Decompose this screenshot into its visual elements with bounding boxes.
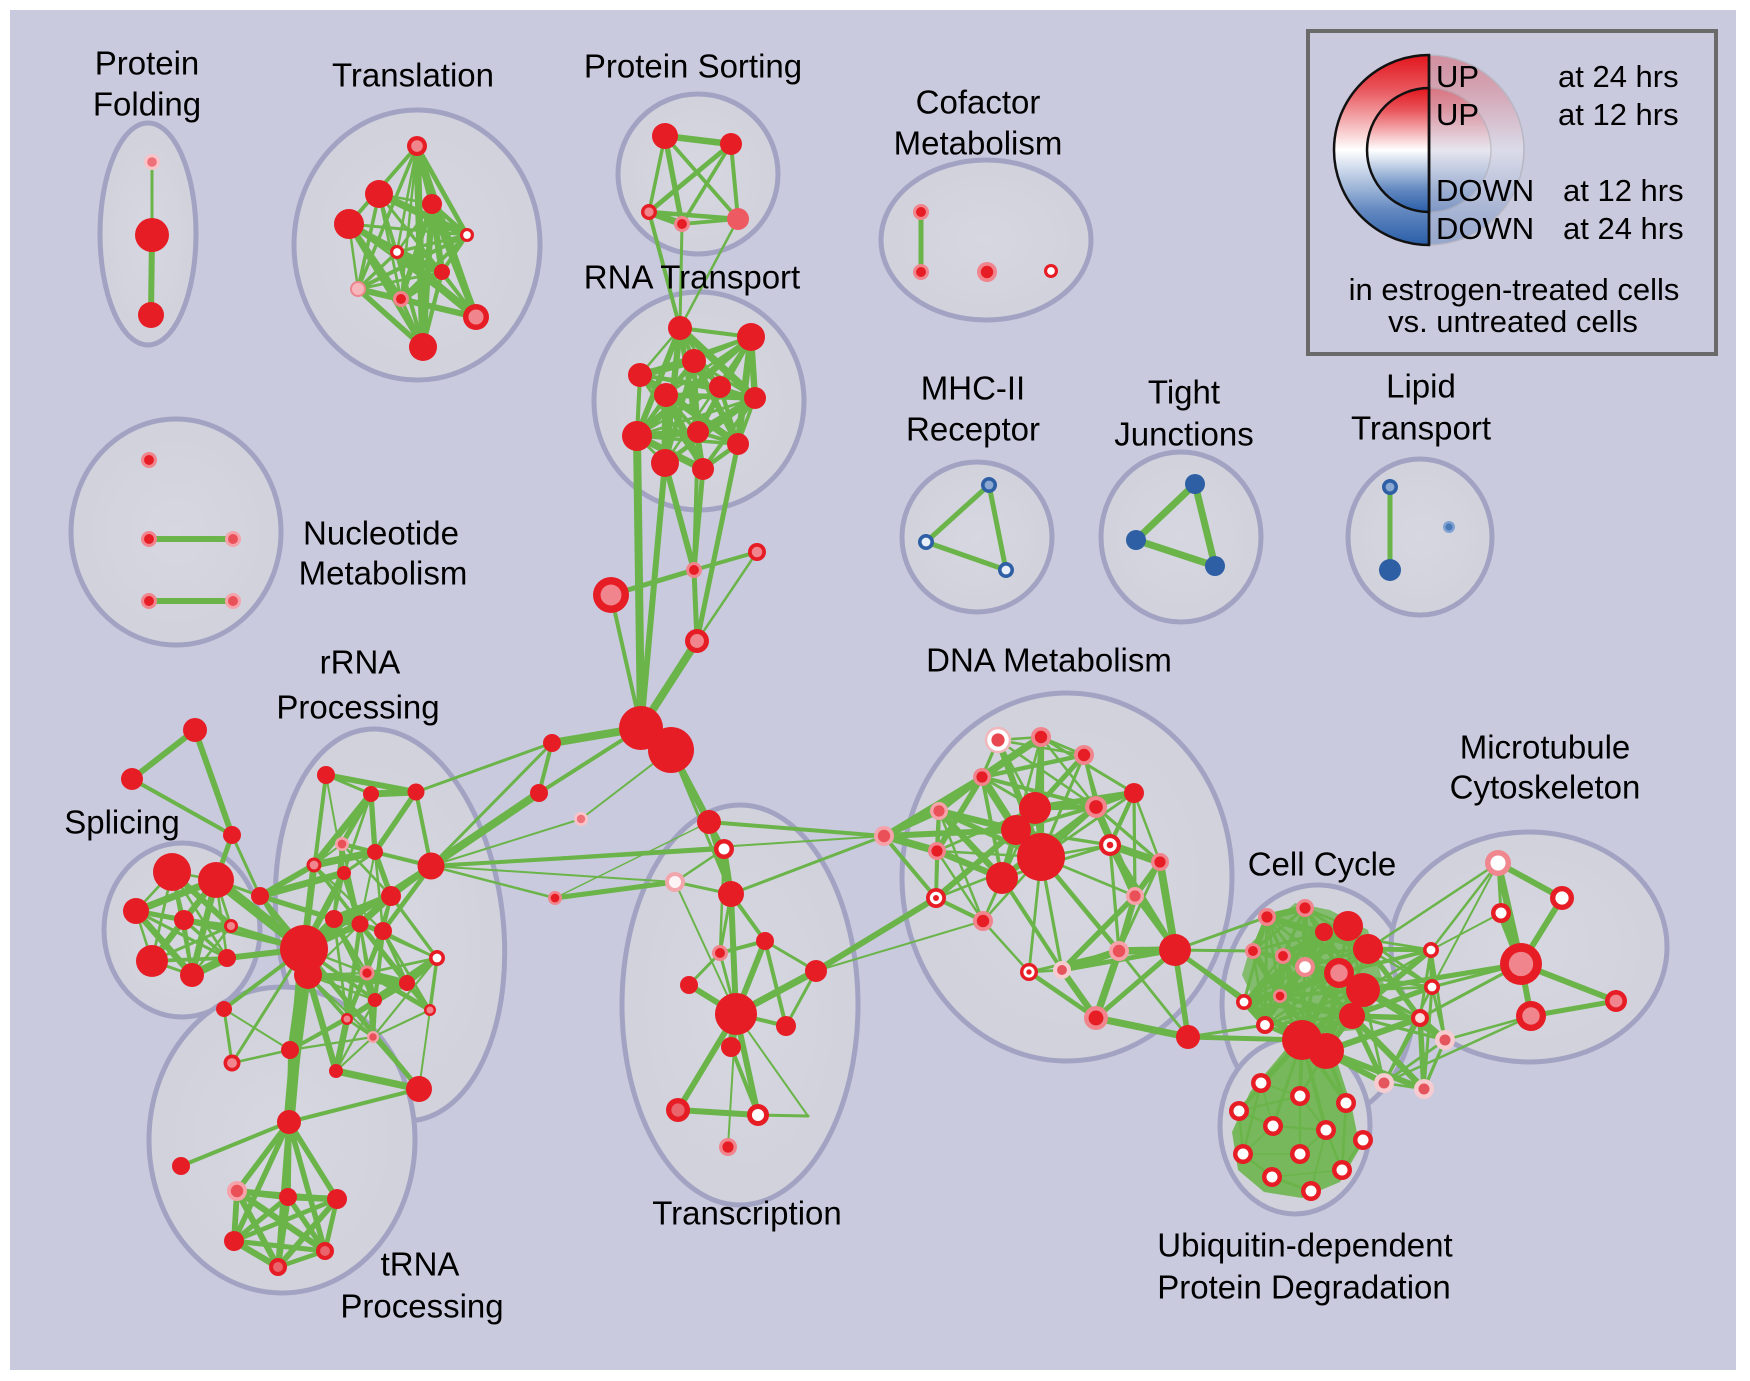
- svg-text:Microtubule: Microtubule: [1460, 729, 1631, 766]
- svg-text:tRNA: tRNA: [381, 1246, 460, 1283]
- svg-text:Cofactor: Cofactor: [916, 84, 1041, 121]
- svg-text:Splicing: Splicing: [64, 804, 180, 841]
- svg-text:rRNA: rRNA: [320, 644, 401, 681]
- svg-text:Metabolism: Metabolism: [299, 555, 468, 592]
- svg-text:Metabolism: Metabolism: [894, 125, 1063, 162]
- svg-text:Cytoskeleton: Cytoskeleton: [1450, 769, 1641, 806]
- svg-text:at 12 hrs: at 12 hrs: [1558, 97, 1679, 132]
- svg-text:at 24 hrs: at 24 hrs: [1558, 59, 1679, 94]
- svg-text:UP: UP: [1436, 59, 1479, 94]
- svg-text:Receptor: Receptor: [906, 411, 1040, 448]
- svg-text:DNA Metabolism: DNA Metabolism: [926, 642, 1172, 679]
- svg-text:vs. untreated cells: vs. untreated cells: [1388, 304, 1638, 339]
- svg-text:UP: UP: [1436, 97, 1479, 132]
- svg-text:MHC-II: MHC-II: [921, 370, 1025, 407]
- svg-text:Protein Degradation: Protein Degradation: [1157, 1269, 1451, 1306]
- svg-text:Nucleotide: Nucleotide: [303, 515, 459, 552]
- svg-text:Processing: Processing: [276, 689, 439, 726]
- svg-text:Transcription: Transcription: [652, 1195, 842, 1232]
- svg-text:Protein Sorting: Protein Sorting: [584, 48, 802, 85]
- svg-text:Processing: Processing: [340, 1288, 503, 1325]
- svg-text:at 24 hrs: at 24 hrs: [1563, 211, 1684, 246]
- svg-text:Lipid: Lipid: [1386, 368, 1456, 405]
- svg-text:Junctions: Junctions: [1114, 416, 1253, 453]
- svg-text:Ubiquitin-dependent: Ubiquitin-dependent: [1157, 1227, 1452, 1264]
- svg-text:Translation: Translation: [332, 57, 494, 94]
- svg-text:Protein: Protein: [95, 45, 200, 82]
- svg-text:DOWN: DOWN: [1436, 211, 1534, 246]
- svg-text:Transport: Transport: [1351, 410, 1491, 447]
- svg-text:Tight: Tight: [1148, 374, 1220, 411]
- svg-text:Cell Cycle: Cell Cycle: [1248, 846, 1397, 883]
- svg-text:DOWN: DOWN: [1436, 173, 1534, 208]
- svg-text:Folding: Folding: [93, 86, 201, 123]
- svg-text:RNA Transport: RNA Transport: [584, 259, 800, 296]
- svg-text:at 12 hrs: at 12 hrs: [1563, 173, 1684, 208]
- svg-text:in estrogen-treated cells: in estrogen-treated cells: [1349, 272, 1680, 307]
